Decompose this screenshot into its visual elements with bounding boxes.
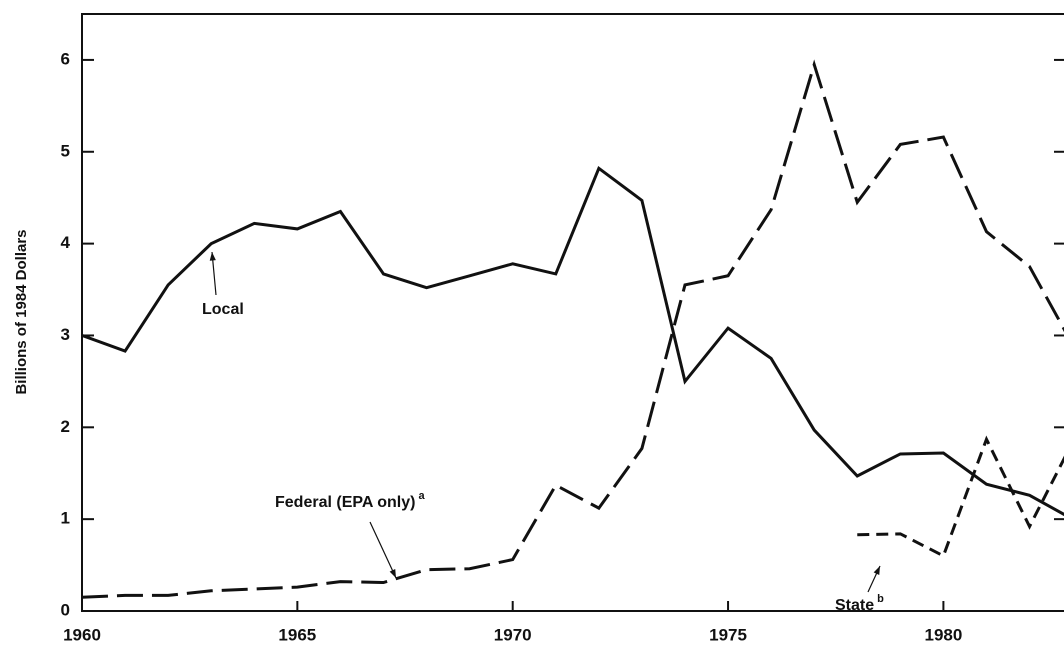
lines [82, 59, 1064, 599]
x-tick-label: 1970 [494, 625, 532, 644]
series-label: Local [202, 301, 244, 318]
y-tick-label: 3 [61, 325, 70, 344]
series-line [82, 165, 1064, 517]
series-label: State b [835, 593, 884, 614]
series-label-sup: a [418, 490, 425, 502]
series-label-sup: b [877, 593, 884, 605]
series-label-text: Local [202, 301, 244, 318]
series-line [857, 435, 1064, 558]
y-tick-label: 4 [61, 233, 71, 252]
annotation-arrowhead [209, 252, 216, 261]
y-tick-label: 1 [61, 509, 70, 528]
x-tick-label: 1960 [63, 625, 101, 644]
series-label-text: State [835, 597, 874, 614]
plot-frame [81, 13, 1064, 612]
y-tick-label: 2 [61, 417, 70, 436]
y-tick-label: 6 [61, 49, 70, 68]
y-tick-label: 0 [61, 600, 70, 619]
annotation-arrowhead [873, 566, 880, 575]
x-tick-label: 1975 [709, 625, 747, 644]
series-line [82, 59, 1064, 599]
x-tick-label: 1980 [924, 625, 962, 644]
annotation-arrow [369, 521, 397, 579]
x-tick-label: 1965 [278, 625, 316, 644]
y-tick-label: 5 [61, 141, 70, 160]
annotation-arrowhead [389, 569, 396, 578]
y-axis-label: Billions of 1984 Dollars [13, 229, 30, 394]
series-label-text: Federal (EPA only) [275, 494, 415, 511]
series-label: Federal (EPA only) a [275, 490, 425, 511]
